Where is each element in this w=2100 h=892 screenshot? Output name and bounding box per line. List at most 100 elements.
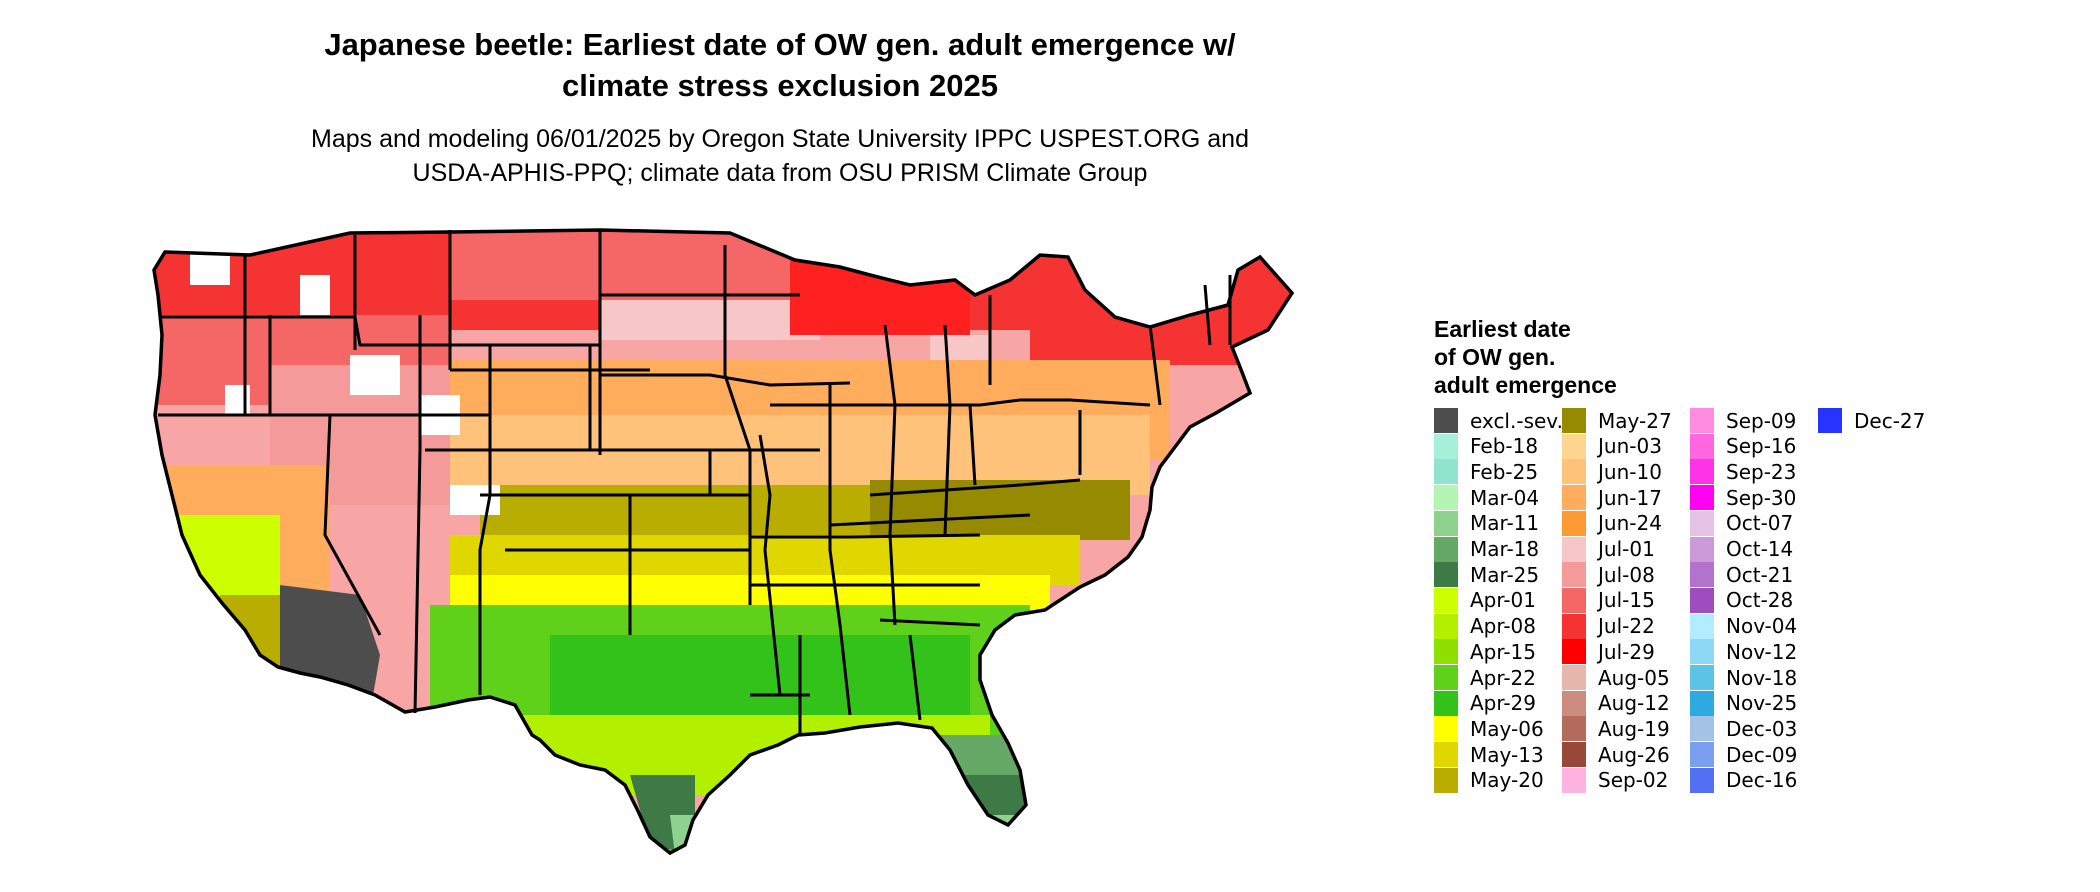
legend-item: Mar-25	[1434, 562, 1540, 588]
legend-item: Oct-07	[1690, 510, 1794, 536]
legend-title: Earliest date of OW gen. adult emergence	[1434, 315, 1694, 399]
legend-item: Apr-29	[1434, 690, 1536, 716]
map-title-line-2: climate stress exclusion 2025	[562, 68, 998, 103]
legend-label: Mar-18	[1470, 537, 1540, 561]
legend-label: Sep-23	[1726, 459, 1797, 484]
legend-label: Aug-19	[1598, 716, 1670, 741]
legend-item: Aug-19	[1562, 716, 1670, 742]
legend-item: Jul-15	[1562, 587, 1655, 613]
legend-label: Aug-05	[1598, 665, 1670, 690]
map-subtitle-line-1: Maps and modeling 06/01/2025 by Oregon S…	[311, 125, 1249, 153]
legend-swatch	[1690, 510, 1714, 536]
map-title: Japanese beetle: Earliest date of OW gen…	[150, 24, 1410, 106]
legend-item: Jun-03	[1562, 433, 1662, 459]
legend-swatch	[1434, 716, 1458, 742]
legend-label: Oct-07	[1726, 511, 1794, 536]
legend-item: Nov-04	[1690, 613, 1797, 639]
legend-label: May-27	[1598, 408, 1672, 433]
legend-item: Apr-22	[1434, 665, 1536, 690]
legend-swatch	[1562, 767, 1586, 793]
legend-swatch	[1434, 665, 1458, 690]
legend-label: Aug-26	[1598, 742, 1670, 767]
legend-label: Oct-14	[1726, 537, 1794, 561]
legend-swatch	[1690, 639, 1714, 665]
legend-item: Sep-23	[1690, 459, 1797, 485]
legend-label: Oct-21	[1726, 562, 1794, 587]
legend-item: Dec-16	[1690, 767, 1797, 793]
us-map	[150, 215, 1420, 890]
legend-swatch	[1562, 536, 1586, 562]
legend-label: Apr-22	[1470, 665, 1536, 690]
legend-label: Aug-12	[1598, 691, 1670, 716]
legend-swatch	[1434, 433, 1458, 459]
legend-item: Dec-27	[1818, 408, 1925, 433]
legend-label: Oct-28	[1726, 588, 1794, 613]
legend-item: Feb-25	[1434, 459, 1538, 485]
legend-label: Apr-15	[1470, 639, 1536, 664]
legend-label: May-06	[1470, 716, 1544, 741]
legend-swatch	[1690, 587, 1714, 613]
legend-item: Oct-14	[1690, 536, 1794, 562]
legend-label: Mar-25	[1470, 562, 1540, 587]
state-boundaries	[158, 230, 1232, 735]
legend-item: Feb-18	[1434, 433, 1539, 459]
legend-item: Jun-10	[1562, 459, 1662, 485]
legend-label: Jul-08	[1598, 562, 1655, 587]
legend-swatch	[1434, 408, 1458, 433]
legend-swatch	[1434, 587, 1458, 613]
legend-swatch	[1562, 485, 1586, 511]
legend-item: Jul-29	[1562, 639, 1655, 665]
legend-label: Mar-11	[1470, 511, 1540, 536]
legend-item: Apr-01	[1434, 587, 1536, 613]
map-subtitle: Maps and modeling 06/01/2025 by Oregon S…	[150, 122, 1410, 190]
legend-swatch	[1562, 433, 1586, 459]
legend-item: Jul-08	[1562, 562, 1655, 588]
legend-item: Oct-21	[1690, 562, 1794, 588]
legend-item: Sep-09	[1690, 408, 1796, 433]
legend-label: May-20	[1470, 768, 1544, 793]
legend-swatch	[1690, 408, 1714, 433]
legend-swatch	[1690, 536, 1714, 562]
legend-item: May-13	[1434, 742, 1544, 768]
map-subtitle-line-2: USDA-APHIS-PPQ; climate data from OSU PR…	[412, 159, 1148, 187]
legend-swatch	[1434, 536, 1458, 562]
legend-swatch	[1434, 767, 1458, 793]
legend-label: Dec-03	[1726, 716, 1798, 741]
legend-item: Mar-11	[1434, 510, 1540, 536]
legend-swatch	[1690, 690, 1714, 716]
legend-item: May-20	[1434, 767, 1544, 793]
legend-label: Jul-15	[1598, 588, 1655, 613]
legend-label: Apr-29	[1470, 691, 1536, 716]
legend-label: Apr-01	[1470, 588, 1536, 613]
legend-item: May-27	[1562, 408, 1672, 433]
legend-label: Nov-18	[1726, 665, 1798, 690]
legend-swatch	[1434, 485, 1458, 511]
legend-swatch	[1690, 716, 1714, 742]
legend-label: Jul-01	[1598, 537, 1655, 561]
legend-item: Aug-12	[1562, 690, 1670, 716]
legend-swatch	[1562, 690, 1586, 716]
legend-swatch	[1562, 459, 1586, 485]
legend-label: Sep-16	[1726, 434, 1797, 459]
legend-item: Jun-17	[1562, 485, 1662, 511]
legend-label: Dec-09	[1726, 742, 1798, 767]
legend-label: Jun-03	[1598, 434, 1662, 459]
legend-item: Jul-01	[1562, 536, 1655, 562]
map-title-line-1: Japanese beetle: Earliest date of OW gen…	[324, 27, 1236, 62]
legend-label: Dec-27	[1854, 408, 1926, 433]
legend-item: Nov-25	[1690, 690, 1797, 716]
legend-swatch	[1690, 459, 1714, 485]
legend-swatch	[1562, 716, 1586, 742]
legend-item: Jul-22	[1562, 613, 1655, 639]
legend-item: May-06	[1434, 716, 1544, 742]
legend-swatch	[1434, 562, 1458, 588]
legend-swatch	[1562, 408, 1586, 433]
legend-label: Jun-24	[1598, 511, 1662, 536]
us-map-svg	[152, 228, 1294, 855]
legend-swatch	[1562, 613, 1586, 639]
legend-item: Oct-28	[1690, 587, 1794, 613]
legend-label: Feb-18	[1470, 434, 1539, 459]
legend-swatch	[1562, 639, 1586, 665]
legend-label: excl.-sev.	[1470, 408, 1563, 433]
legend-item: Apr-08	[1434, 613, 1536, 639]
